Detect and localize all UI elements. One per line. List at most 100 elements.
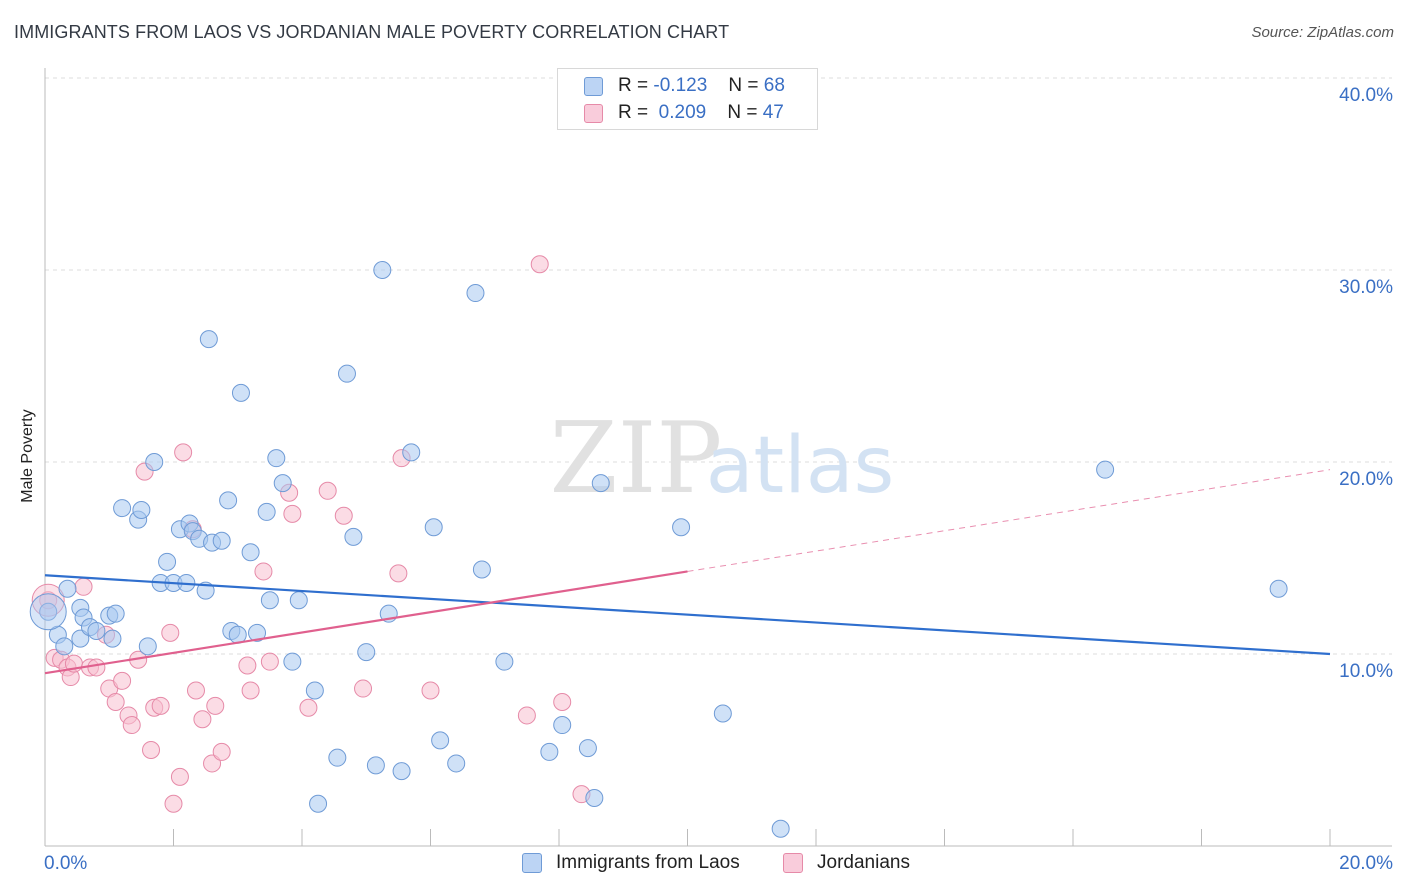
- laos-point-3: [55, 637, 74, 656]
- laos-point-18: [158, 552, 177, 571]
- jordanians-point-8: [87, 658, 106, 677]
- jordanians-point-6: [74, 577, 93, 596]
- jordanians-point-38: [334, 506, 353, 525]
- legend-r-value: -0.123: [653, 75, 708, 96]
- jordanians-point-35: [283, 504, 302, 523]
- laos-point-43: [328, 748, 347, 767]
- legend-r-label: R =: [618, 102, 649, 123]
- jordanians-point-12: [113, 671, 132, 690]
- legend-swatch-laos: [584, 77, 603, 96]
- laos-point-0: [39, 602, 58, 621]
- laos-point-55: [466, 284, 485, 303]
- tick-labels: 10.0% 20.0% 30.0% 40.0% 0.0% 20.0%: [44, 85, 1393, 874]
- jordanians-point-23: [174, 443, 193, 462]
- jordanians-point-31: [241, 681, 260, 700]
- laos-point-8: [87, 621, 106, 640]
- laos-point-32: [231, 383, 250, 402]
- jordanians-point-20: [161, 623, 180, 642]
- bottom-legend-swatch-jordanians: [783, 853, 803, 873]
- legend-swatch-jordanians: [584, 104, 603, 123]
- laos-point-10: [106, 604, 125, 623]
- laos-point-16: [145, 453, 164, 471]
- laos-point-51: [402, 443, 421, 462]
- laos-point-61: [585, 789, 604, 807]
- jordanians-point-21: [164, 794, 183, 813]
- laos-point-54: [447, 754, 466, 773]
- laos-point-12: [113, 499, 132, 518]
- x-tick-label-min: 0.0%: [44, 853, 87, 874]
- laos-point-58: [540, 742, 559, 761]
- jordanians-point-29: [212, 742, 231, 761]
- laos-point-38: [273, 474, 292, 493]
- jordanians-point-43: [517, 706, 536, 725]
- laos-point-41: [305, 681, 324, 700]
- laos-point-66: [1096, 460, 1115, 479]
- y-tick-label: 30.0%: [1339, 277, 1393, 298]
- legend-r-value: 0.209: [658, 102, 707, 123]
- jordanians-point-40: [389, 564, 408, 583]
- laos-point-50: [392, 762, 411, 781]
- jordanians-point-26: [193, 710, 212, 729]
- jordanians-point-45: [553, 693, 572, 711]
- laos-point-63: [672, 518, 691, 537]
- laos-point-62: [591, 474, 610, 493]
- jordanians-point-14: [122, 716, 141, 735]
- x-tick-label-max: 20.0%: [1339, 853, 1393, 874]
- laos-point-48: [373, 261, 392, 279]
- laos-point-40: [289, 591, 308, 610]
- jordanians-point-32: [254, 562, 273, 581]
- laos-point-56: [472, 560, 491, 579]
- source-label: Source: ZipAtlas.com: [1251, 24, 1394, 41]
- laos-point-57: [495, 652, 514, 671]
- y-tick-label: 10.0%: [1339, 661, 1393, 682]
- jordanians-point-11: [106, 693, 125, 711]
- legend-n-value: 68: [763, 75, 785, 96]
- laos-point-46: [357, 643, 376, 662]
- jordanians-points: [31, 255, 591, 813]
- laos-point-37: [267, 449, 286, 468]
- laos-point-53: [431, 731, 450, 750]
- laos-point-44: [337, 364, 356, 383]
- laos-points: [29, 261, 1288, 838]
- laos-point-6: [71, 629, 90, 648]
- y-tick-label: 20.0%: [1339, 469, 1393, 490]
- laos-point-52: [424, 518, 443, 537]
- jordanians-point-17: [142, 741, 161, 759]
- jordanians-point-42: [421, 681, 440, 700]
- jordanians-point-37: [318, 481, 337, 500]
- jordanians-point-22: [170, 767, 189, 786]
- jordanians-point-44: [530, 255, 549, 274]
- watermark-atlas-text: atlas: [706, 421, 895, 511]
- trend-line-1-solid: [44, 570, 688, 675]
- watermark: ZIP atlas: [550, 402, 895, 516]
- jordanians-point-25: [186, 681, 205, 700]
- laos-point-45: [344, 527, 363, 546]
- grid-lines: [45, 77, 1392, 655]
- axes: [44, 68, 1392, 847]
- bottom-legend-label-laos: Immigrants from Laos: [556, 852, 740, 873]
- jordanians-point-39: [354, 679, 373, 698]
- jordanians-point-33: [260, 652, 279, 671]
- correlation-legend: R = -0.123 N = 68 R = 0.209 N = 47: [557, 68, 818, 130]
- jordanians-point-19: [151, 696, 170, 715]
- laos-point-59: [553, 716, 572, 735]
- watermark-zip-text: ZIP: [550, 402, 723, 516]
- laos-point-64: [713, 704, 732, 723]
- laos-point-39: [283, 652, 302, 671]
- legend-r-label: R =: [618, 75, 649, 96]
- laos-point-15: [138, 637, 157, 656]
- laos-point-47: [366, 756, 385, 775]
- laos-point-29: [219, 491, 238, 510]
- legend-n-label: N =: [727, 102, 758, 123]
- laos-point-large: [29, 593, 67, 631]
- laos-point-65: [771, 819, 790, 838]
- trend-line-1-dashed: [687, 469, 1331, 572]
- laos-point-28: [212, 531, 231, 550]
- bottom-legend-swatch-laos: [522, 853, 542, 873]
- laos-point-33: [241, 543, 260, 562]
- jordanians-point-27: [203, 754, 222, 773]
- jordanians-point-36: [299, 698, 318, 717]
- laos-point-35: [257, 502, 276, 521]
- y-tick-label: 40.0%: [1339, 85, 1393, 106]
